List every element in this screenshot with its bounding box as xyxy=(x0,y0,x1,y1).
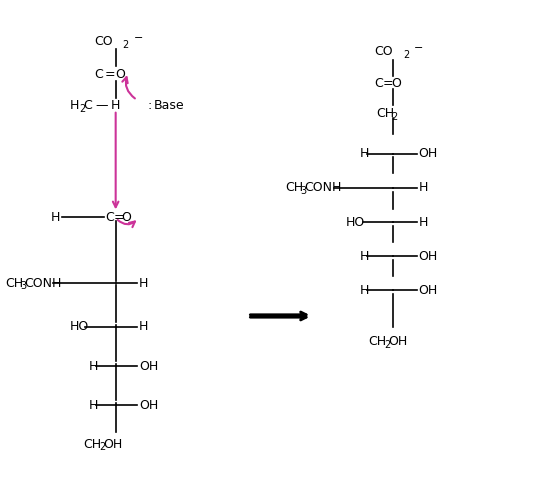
Text: O: O xyxy=(116,68,125,81)
Text: CH: CH xyxy=(377,107,395,120)
Text: H: H xyxy=(89,399,98,411)
Text: :: : xyxy=(148,100,152,112)
Text: C: C xyxy=(83,100,92,112)
Text: CH: CH xyxy=(5,277,24,289)
Text: H: H xyxy=(51,211,60,224)
Text: =: = xyxy=(105,68,116,81)
Text: H: H xyxy=(419,182,428,194)
Text: OH: OH xyxy=(139,399,158,411)
Text: 2: 2 xyxy=(392,112,398,122)
Text: H: H xyxy=(89,360,98,372)
Text: CONH: CONH xyxy=(304,182,341,194)
Text: 2: 2 xyxy=(99,443,105,452)
Text: 2: 2 xyxy=(384,340,391,350)
Text: O: O xyxy=(122,211,131,224)
Text: −: − xyxy=(414,43,423,53)
Text: 3: 3 xyxy=(20,282,26,291)
Text: 2: 2 xyxy=(404,50,410,60)
Text: C: C xyxy=(94,68,103,81)
Text: 2: 2 xyxy=(123,40,129,50)
Text: Base: Base xyxy=(153,100,184,112)
Text: CH: CH xyxy=(369,335,387,348)
Text: CH: CH xyxy=(83,438,102,450)
Text: 3: 3 xyxy=(300,186,306,196)
Text: O: O xyxy=(391,78,401,90)
Text: ..: .. xyxy=(123,206,128,215)
Text: OH: OH xyxy=(388,335,407,348)
Text: H: H xyxy=(419,216,428,228)
Text: OH: OH xyxy=(419,250,438,263)
Text: OH: OH xyxy=(419,284,438,297)
Text: CONH: CONH xyxy=(24,277,61,289)
Text: OH: OH xyxy=(139,360,158,372)
Text: H: H xyxy=(70,100,79,112)
Text: C: C xyxy=(105,211,114,224)
Text: =: = xyxy=(114,211,125,224)
Text: C: C xyxy=(374,78,383,90)
Text: HO: HO xyxy=(346,216,365,228)
Text: H: H xyxy=(139,321,148,333)
Text: CO: CO xyxy=(374,45,393,58)
Text: HO: HO xyxy=(70,321,89,333)
Text: 2: 2 xyxy=(80,104,86,114)
Text: H: H xyxy=(359,284,369,297)
Text: H: H xyxy=(359,147,369,160)
Text: CO: CO xyxy=(94,35,113,48)
Text: —: — xyxy=(96,100,108,112)
Text: −: − xyxy=(133,33,143,43)
Text: OH: OH xyxy=(419,147,438,160)
Text: CH: CH xyxy=(285,182,303,194)
Text: H: H xyxy=(139,277,148,289)
Text: OH: OH xyxy=(103,438,122,450)
Text: H: H xyxy=(359,250,369,263)
Text: =: = xyxy=(383,78,394,90)
Text: H: H xyxy=(110,100,119,112)
